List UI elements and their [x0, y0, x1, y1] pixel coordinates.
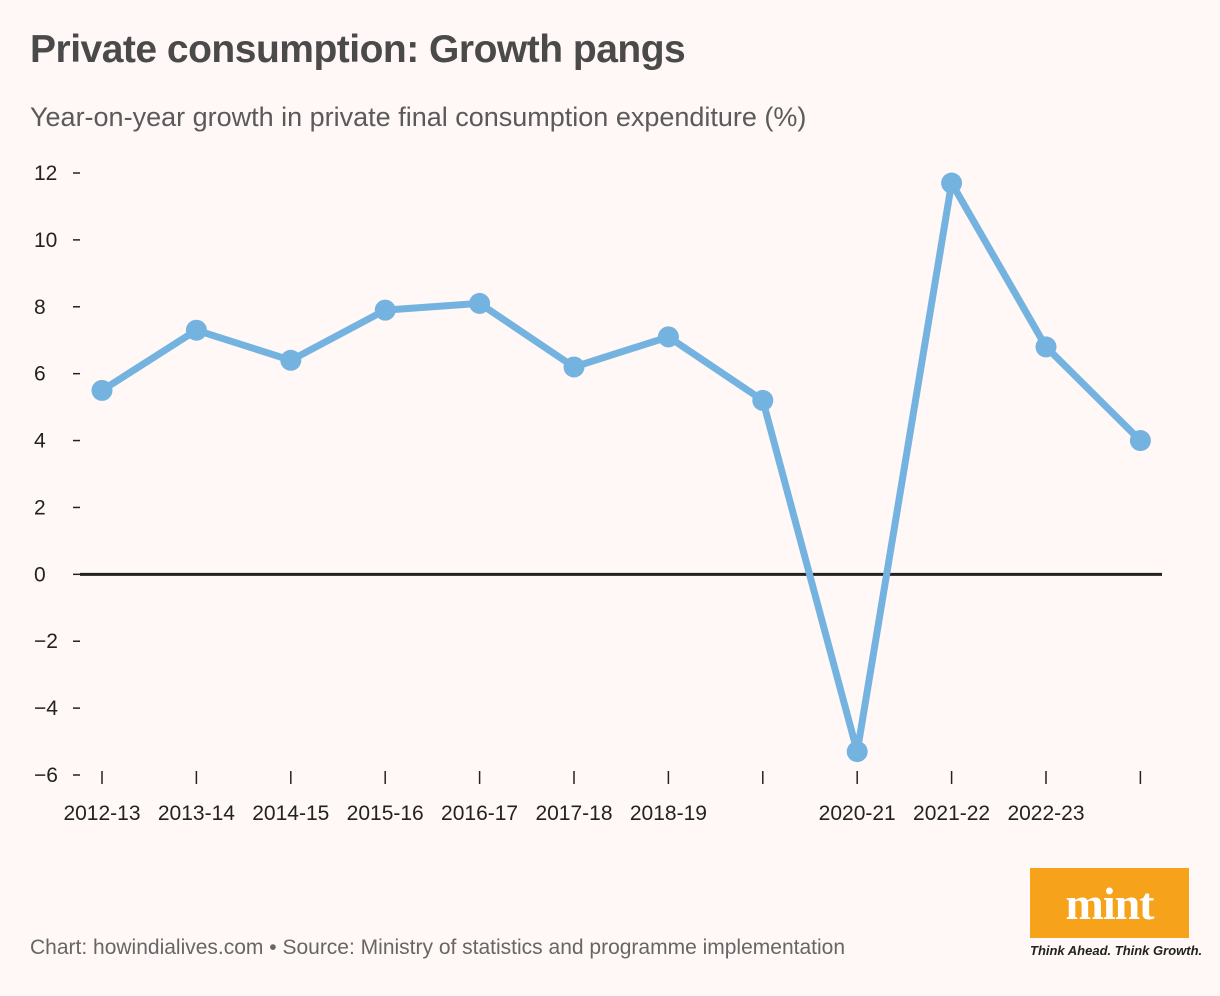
data-point-2017-18: [563, 356, 585, 378]
x-tick-label: 2013-14: [158, 802, 235, 825]
data-point-2022-23: [1035, 336, 1057, 358]
y-tick-label: 4: [34, 430, 46, 453]
chart-subtitle: Year-on-year growth in private final con…: [30, 102, 807, 132]
data-point-2014-15: [280, 349, 302, 371]
x-tick-label: 2015-16: [347, 802, 424, 825]
data-point-2015-16: [374, 299, 396, 321]
chart-title: Private consumption: Growth pangs: [30, 28, 686, 71]
y-tick-label: 8: [34, 296, 46, 319]
x-tick-label: 2018-19: [630, 802, 707, 825]
y-tick-label: 0: [34, 563, 46, 586]
y-axis: 12 10 8 6 4 2 0 −2 −4 −6: [34, 162, 80, 787]
logo-wordmark: mint: [1065, 877, 1155, 929]
x-tick-label: 2021-22: [913, 802, 990, 825]
x-axis: 2012-13 2013-14 2014-15 2015-16 2016-17 2017-…: [63, 771, 1142, 825]
data-point-2021-22: [941, 172, 963, 194]
y-tick-label: 2: [34, 496, 46, 519]
series-line: [98, 179, 1144, 756]
x-tick-label: 2022-23: [1007, 802, 1084, 825]
data-point-2020-21: [846, 741, 868, 763]
data-point-2016-17: [469, 292, 491, 314]
data-point-2013-14: [185, 319, 207, 341]
data-points: [91, 172, 1151, 763]
logo-tagline: Think Ahead. Think Growth.: [1030, 943, 1203, 958]
y-tick-label: −6: [34, 764, 58, 787]
x-tick-label: 2012-13: [63, 802, 140, 825]
data-point-2023-24: [1129, 430, 1151, 452]
data-point-2018-19: [657, 326, 679, 348]
y-tick-label: 12: [34, 162, 57, 185]
y-tick-label: −4: [34, 697, 58, 720]
data-point-2012-13: [91, 379, 113, 401]
y-tick-label: 6: [34, 363, 46, 386]
x-tick-label: 2016-17: [441, 802, 518, 825]
source-credit: Chart: howindialives.com • Source: Minis…: [30, 936, 846, 959]
data-point-2019-20: [752, 389, 774, 411]
x-tick-label: 2017-18: [535, 802, 612, 825]
y-tick-label: 10: [34, 229, 57, 252]
x-tick-label: 2020-21: [819, 802, 896, 825]
y-tick-label: −2: [34, 630, 58, 653]
x-tick-label: 2014-15: [252, 802, 329, 825]
mint-logo: mint: [1030, 868, 1189, 938]
